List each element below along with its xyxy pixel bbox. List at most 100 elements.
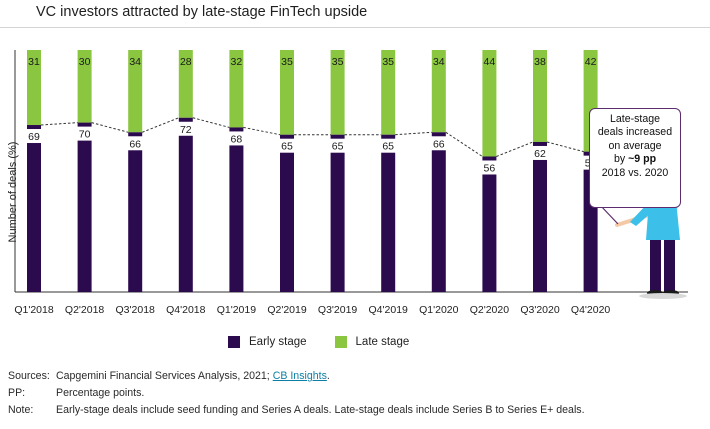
bar-early-stage <box>280 134 294 292</box>
data-label-early: 65 <box>281 141 293 153</box>
data-label-bg-early <box>126 136 145 151</box>
note-row: Note: Early-stage deals include seed fun… <box>8 402 585 419</box>
data-label-late: 35 <box>382 56 394 68</box>
data-label-bg-early <box>75 126 94 141</box>
bar-late-stage <box>280 50 294 135</box>
bar-late-stage <box>330 50 345 135</box>
bar-late-stage <box>128 50 143 133</box>
legend-label-late: Late stage <box>355 336 410 348</box>
data-label-late: 38 <box>534 56 546 68</box>
trend-segment <box>142 117 179 133</box>
bar-early-stage <box>482 156 497 292</box>
x-tick-label: Q1'2020 <box>419 304 459 316</box>
bar-late-stage <box>229 50 244 128</box>
bar-early-stage <box>330 134 345 292</box>
bar-early-stage <box>431 132 446 292</box>
tick-labels-layer: Q1'2018 Q2'2018 Q3'2018 Q4'2018 Q1'2019 Q2'20… <box>14 304 610 316</box>
bar-early-stage <box>77 122 92 292</box>
bar-late-stage <box>533 50 547 142</box>
data-label-early: 65 <box>332 141 344 153</box>
footnotes: Sources: Capgemini Financial Services An… <box>8 368 585 419</box>
x-tick-label: Q4'2019 <box>369 304 409 316</box>
data-label-late: 28 <box>180 56 192 68</box>
data-label-early: 70 <box>79 129 91 141</box>
callout-line-4: by ~9 pp <box>590 153 680 166</box>
data-label-bg-early <box>278 138 296 153</box>
data-label-bg-early <box>379 138 398 153</box>
data-label-bg-early <box>227 131 246 146</box>
x-tick-label: Q3'2019 <box>318 304 358 316</box>
pp-text: Percentage points. <box>56 387 145 399</box>
data-label-late: 31 <box>28 56 40 68</box>
callout-box: Late-stage deals increased on average by… <box>589 108 681 208</box>
bar-late-stage <box>381 50 396 135</box>
figure-leg-left <box>650 240 661 292</box>
note-text: Early-stage deals include seed funding a… <box>56 404 585 416</box>
data-label-early: 66 <box>129 138 141 150</box>
x-tick-label: Q2'2020 <box>470 304 510 316</box>
legend-label-early: Early stage <box>249 336 307 348</box>
sources-end: . <box>326 370 330 382</box>
y-axis-label: Number of deals (%) <box>7 142 19 243</box>
bar-early-stage <box>533 141 547 292</box>
bars-layer: 31 69 30 70 34 66 28 72 32 68 35 65 35 65 35 65 34 66 44 56… <box>25 50 600 293</box>
data-label-late: 35 <box>281 56 293 68</box>
sources-text: Capgemini Financial Services Analysis, 2… <box>56 370 273 382</box>
trend-layer <box>40 117 584 157</box>
x-tick-label: Q4'2020 <box>571 304 611 316</box>
bar-early-stage <box>229 127 244 292</box>
figure-sleeve <box>630 203 652 226</box>
trend-segment <box>192 117 230 128</box>
bar-early-stage <box>128 132 143 292</box>
cb-insights-link[interactable]: CB Insights <box>272 370 327 382</box>
chart-title: VC investors attracted by late-stage Fin… <box>36 4 368 20</box>
data-label-bg-early <box>328 138 347 153</box>
bar-late-stage <box>27 50 41 126</box>
data-label-early: 56 <box>484 162 496 174</box>
data-label-early: 62 <box>534 148 546 160</box>
callout-by: by <box>613 153 629 166</box>
sources-text-wrap: Capgemini Financial Services Analysis, 2… <box>56 368 330 385</box>
x-tick-label: Q4'2018 <box>166 304 206 316</box>
data-label-bg-early <box>480 160 499 175</box>
bar-late-stage <box>482 50 497 157</box>
data-label-late: 34 <box>129 56 141 68</box>
bar-late-stage <box>178 50 193 118</box>
legend-item-late: Late stage <box>334 336 410 348</box>
bar-early-stage <box>27 125 41 293</box>
trend-segment <box>496 141 534 157</box>
trend-segment <box>40 122 78 126</box>
callout-line-3: on average <box>608 139 662 152</box>
sources-row: Sources: Capgemini Financial Services An… <box>8 368 585 385</box>
title-divider <box>0 27 710 28</box>
data-label-early: 68 <box>231 133 243 145</box>
sources-label: Sources: <box>8 370 50 382</box>
figure-shirt <box>646 200 680 240</box>
data-label-late: 35 <box>332 56 344 68</box>
data-label-bg-early <box>429 136 448 151</box>
legend-swatch-late <box>334 336 347 348</box>
x-tick-label: Q3'2018 <box>116 304 156 316</box>
x-tick-label: Q1'2019 <box>217 304 257 316</box>
figure-leg-right <box>664 240 675 292</box>
note-label: Note: <box>8 404 34 416</box>
x-tick-label: Q1'2018 <box>14 304 54 316</box>
data-label-late: 34 <box>433 56 445 68</box>
pp-label: PP: <box>8 387 26 399</box>
trend-segment <box>546 141 584 153</box>
x-tick-label: Q2'2018 <box>65 304 105 316</box>
data-label-bg-early <box>25 129 43 144</box>
data-label-early: 69 <box>28 131 40 143</box>
trend-segment <box>445 131 483 157</box>
trend-segment <box>243 126 281 136</box>
stacked-bar-chart: Number of deals (%) 31 69 30 70 34 66 28 72 32 68… <box>7 50 688 316</box>
callout-value: ~9 pp <box>628 153 657 166</box>
data-label-late: 32 <box>231 56 243 68</box>
callout-pointer <box>599 204 619 225</box>
bar-early-stage <box>381 134 396 292</box>
data-label-late: 42 <box>585 56 597 68</box>
bar-late-stage <box>431 50 446 133</box>
bar-early-stage <box>178 117 193 292</box>
callout-line-1: Late-stage <box>609 113 661 125</box>
data-label-early: 65 <box>382 141 394 153</box>
